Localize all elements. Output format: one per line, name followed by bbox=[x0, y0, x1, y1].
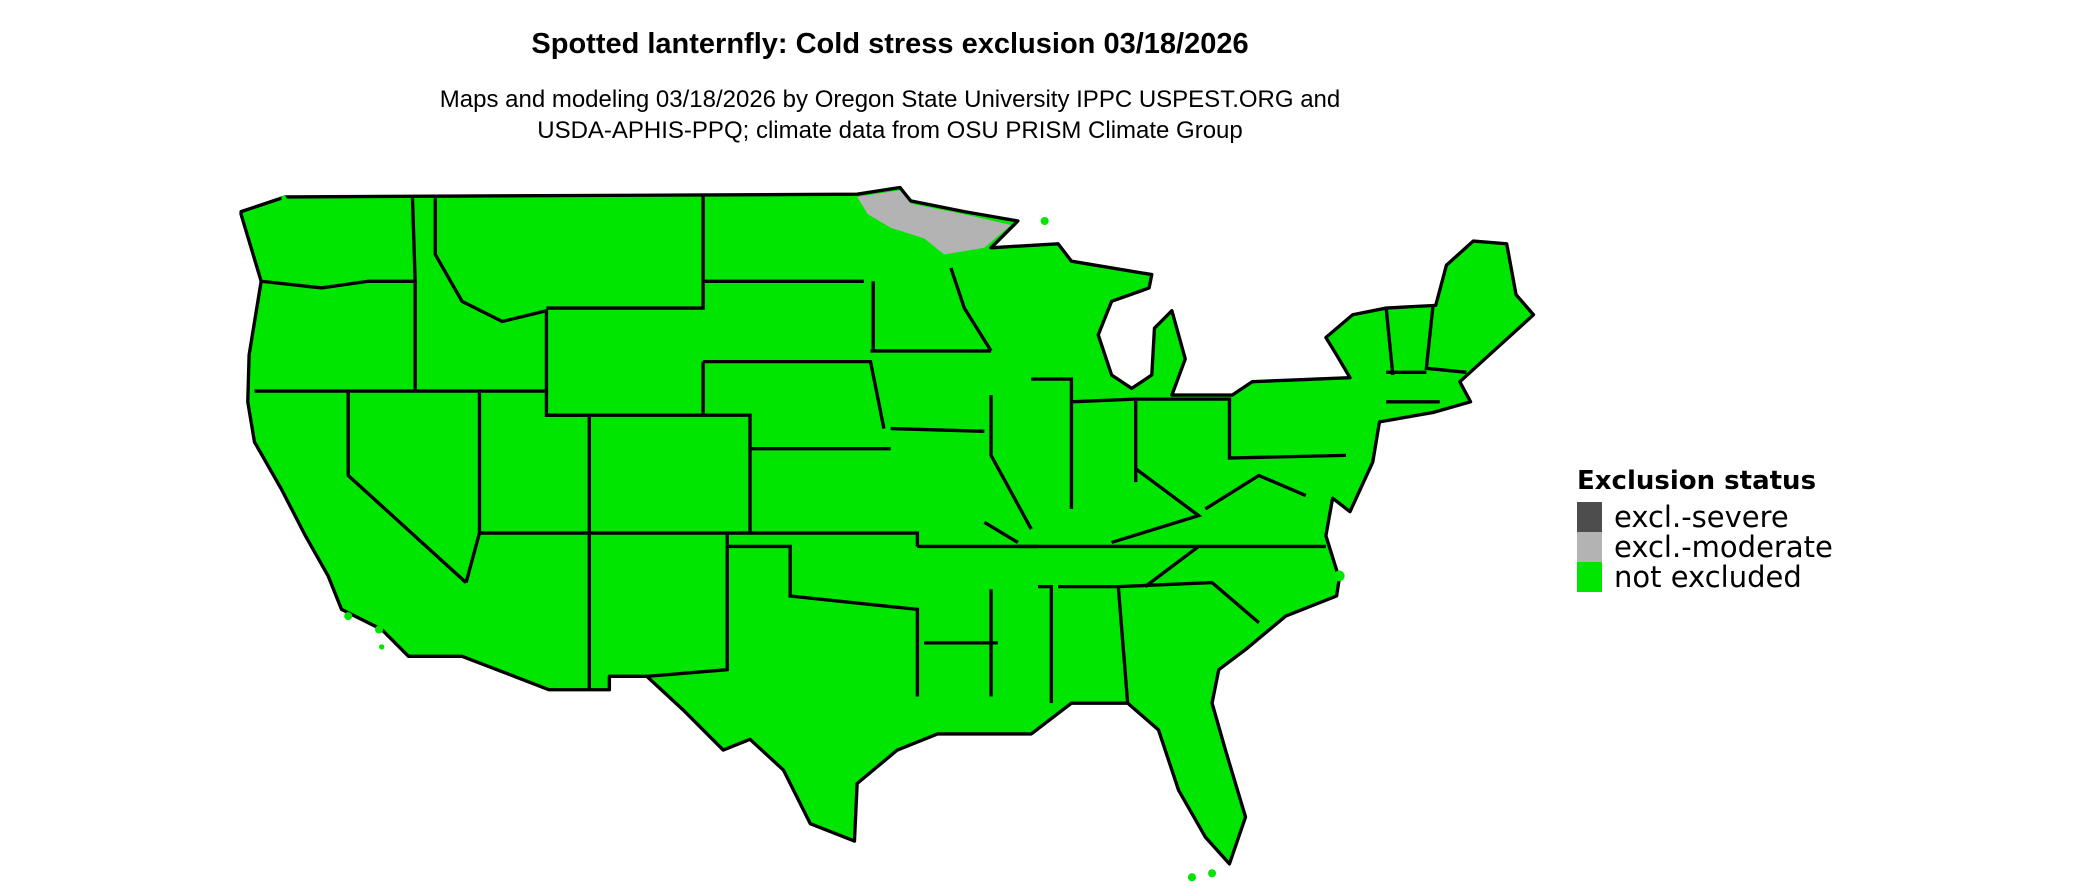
subtitle-line-2: USDA-APHIS-PPQ; climate data from OSU PR… bbox=[537, 117, 1243, 144]
map-title: Spotted lanternfly: Cold stress exclusio… bbox=[531, 28, 1249, 60]
legend-item-not-excluded: not excluded bbox=[1577, 562, 1833, 592]
legend-label: excl.-moderate bbox=[1614, 530, 1833, 564]
legend-title: Exclusion status bbox=[1577, 466, 1817, 496]
legend-label: not excluded bbox=[1614, 560, 1802, 594]
legend-swatch bbox=[1577, 502, 1602, 532]
state-borders bbox=[254, 194, 1467, 704]
legend-swatch bbox=[1577, 532, 1602, 562]
us-outline bbox=[239, 185, 1536, 866]
legend: Exclusion status excl.-severe excl.-mode… bbox=[1577, 466, 1833, 592]
coastal-islands bbox=[281, 195, 1345, 882]
legend-item-moderate: excl.-moderate bbox=[1577, 532, 1833, 562]
legend-swatch bbox=[1577, 562, 1602, 592]
subtitle-line-1: Maps and modeling 03/18/2026 by Oregon S… bbox=[439, 86, 1341, 113]
legend-label: excl.-severe bbox=[1614, 500, 1789, 534]
moderate-exclusion-minnesota bbox=[857, 190, 1012, 255]
legend-item-severe: excl.-severe bbox=[1577, 502, 1833, 532]
